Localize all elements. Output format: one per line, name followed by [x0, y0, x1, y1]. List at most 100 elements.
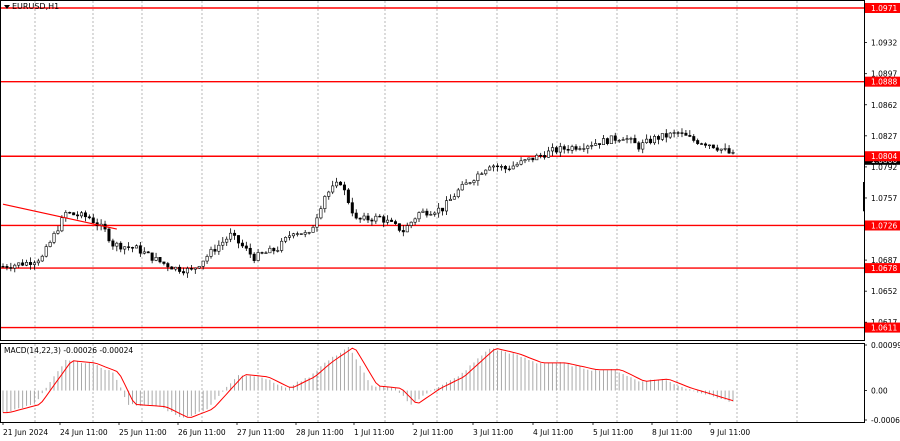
candle-body	[111, 240, 115, 247]
time-axis-label: 2 Jul 11:00	[413, 428, 453, 437]
candle-body	[660, 133, 664, 140]
candle-body	[213, 249, 217, 252]
candle-body	[205, 256, 209, 262]
symbol-title[interactable]: EURUSD,H1	[4, 2, 59, 11]
candle-body	[87, 216, 91, 219]
candle-body	[574, 146, 578, 150]
candle-body	[409, 221, 413, 226]
candle-body	[582, 148, 586, 150]
candle-body	[601, 138, 605, 145]
candle-body	[496, 165, 500, 168]
candle-body	[523, 159, 527, 162]
candle-body	[680, 132, 684, 134]
candle-body	[704, 143, 708, 146]
candle-body	[617, 140, 621, 142]
candle-body	[460, 184, 464, 191]
candle-body	[319, 208, 323, 219]
price-axis-label: 1.0687	[871, 256, 897, 265]
candle-body	[346, 189, 350, 203]
candle-body	[374, 215, 378, 222]
candle-body	[229, 232, 233, 240]
candle-body	[578, 148, 582, 150]
candle-body	[515, 163, 519, 167]
level-price-tag	[865, 76, 900, 87]
candle-body	[700, 143, 704, 145]
candle-body	[134, 245, 138, 249]
candle-body	[189, 268, 193, 270]
candle-body	[197, 266, 201, 269]
candle-body	[335, 181, 339, 187]
candle-body	[21, 262, 25, 266]
candle-body	[1, 266, 5, 268]
candle-body	[154, 257, 158, 261]
candle-body	[358, 217, 362, 220]
candle-body	[28, 262, 32, 265]
candle-body	[664, 133, 668, 138]
candle-body	[162, 261, 166, 264]
price-pane-frame	[0, 0, 865, 341]
chevron-down-icon	[4, 4, 10, 9]
candle-body	[17, 262, 21, 266]
candle-body	[527, 157, 531, 160]
candle-body	[76, 214, 80, 217]
candle-body	[350, 202, 354, 214]
candle-body	[264, 252, 268, 254]
time-axis-label: 5 Jul 11:00	[593, 428, 633, 437]
candle-body	[448, 198, 452, 201]
price-axis-label: 1.0897	[871, 70, 897, 79]
candle-body	[311, 226, 315, 233]
candle-body	[668, 132, 672, 138]
level-price-label: 1.0611	[871, 324, 897, 333]
time-axis-label: 27 Jun 11:00	[237, 428, 285, 437]
candle-body	[653, 136, 657, 144]
candle-body	[158, 257, 162, 263]
candle-body	[472, 180, 476, 183]
candle-body	[291, 233, 295, 237]
time-axis-label: 26 Jun 11:00	[178, 428, 226, 437]
candle-body	[692, 136, 696, 141]
candle-body	[393, 221, 397, 224]
candle-body	[656, 136, 660, 140]
candle-body	[452, 196, 456, 200]
candle-body	[468, 182, 472, 184]
trend-line[interactable]	[2, 203, 117, 230]
candle-body	[366, 215, 370, 221]
candle-body	[499, 166, 503, 168]
candle-body	[641, 142, 645, 150]
level-price-tag	[865, 322, 900, 333]
candle-body	[64, 212, 68, 219]
candle-body	[413, 218, 417, 223]
candle-body	[539, 154, 543, 157]
candle-body	[684, 132, 688, 136]
candle-body	[268, 247, 272, 254]
candle-body	[185, 268, 189, 274]
candle-body	[719, 148, 723, 151]
candle-body	[711, 144, 715, 149]
candle-body	[280, 240, 284, 251]
candle-body	[405, 225, 409, 233]
candle-body	[342, 184, 346, 191]
candle-body	[119, 242, 123, 250]
candle-body	[425, 210, 429, 216]
candle-body	[688, 135, 692, 137]
time-axis-label: 3 Jul 11:00	[473, 428, 513, 437]
candle-body	[535, 154, 539, 161]
candle-body	[433, 212, 437, 215]
candle-body	[731, 152, 735, 154]
candle-body	[170, 266, 174, 270]
candle-body	[233, 232, 237, 236]
candle-body	[48, 242, 52, 247]
candle-body	[429, 214, 433, 216]
time-axis-label: 9 Jul 11:00	[710, 428, 750, 437]
candle-body	[40, 255, 44, 262]
candle-body	[201, 260, 205, 267]
candle-body	[625, 138, 629, 140]
candle-body	[25, 262, 29, 266]
candle-body	[193, 267, 197, 270]
candle-body	[707, 144, 711, 147]
candle-body	[590, 145, 594, 147]
candle-body	[370, 219, 374, 222]
candle-body	[543, 155, 547, 158]
candle-body	[566, 149, 570, 151]
